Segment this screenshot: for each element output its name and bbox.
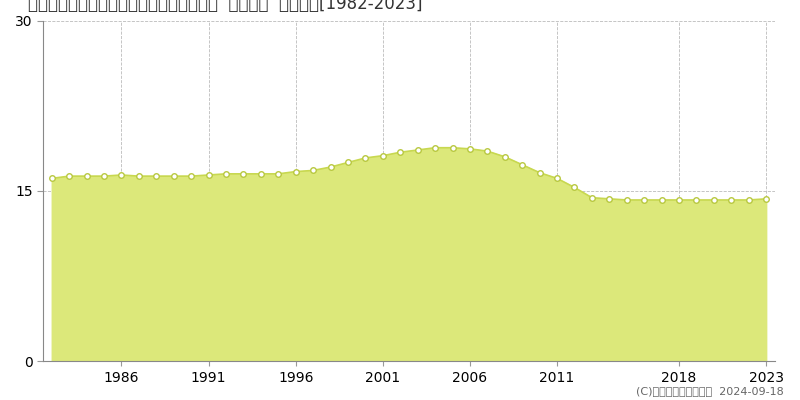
Text: (C)土地価格ドットコム  2024-09-18: (C)土地価格ドットコム 2024-09-18 <box>636 386 784 396</box>
Text: 青森県八戸市大字尻内町字表河原１５番１  公示地価  地価推移[1982-2023]: 青森県八戸市大字尻内町字表河原１５番１ 公示地価 地価推移[1982-2023] <box>29 0 423 13</box>
